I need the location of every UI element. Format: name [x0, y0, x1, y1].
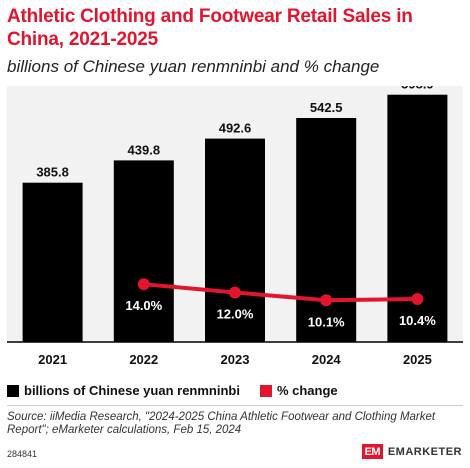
legend-item-bars: billions of Chinese yuan renmninbi: [7, 383, 240, 398]
bar-2022: [113, 160, 174, 342]
bar-2024: [296, 118, 357, 342]
pct-label-2022: 14.0%: [125, 298, 162, 313]
pct-label-2023: 12.0%: [217, 306, 254, 321]
legend-swatch-pct: [259, 384, 272, 397]
bar-value-label-2025: 598.9: [401, 86, 434, 92]
brand-name: EMARKETER: [387, 445, 462, 458]
chart-id: 284841: [7, 449, 38, 459]
bar-value-label-2021: 385.8: [36, 165, 69, 180]
bar-value-label-2024: 542.5: [310, 100, 343, 115]
chart-title: Athletic Clothing and Footwear Retail Sa…: [7, 6, 413, 50]
source-note: Source: iiMedia Research, "2024-2025 Chi…: [7, 411, 436, 436]
pct-point-2024: [320, 294, 333, 307]
pct-label-2025: 10.4%: [399, 313, 436, 328]
legend-label-pct: % change: [276, 383, 338, 398]
pct-label-2024: 10.1%: [308, 314, 345, 329]
legend: billions of Chinese yuan renmninbi % cha…: [7, 383, 358, 398]
brand-logo: EM EMARKETER: [361, 444, 462, 459]
x-tick-label-2022: 2022: [129, 352, 158, 367]
x-tick-label-2024: 2024: [312, 352, 342, 367]
legend-label-bars: billions of Chinese yuan renmninbi: [24, 383, 240, 398]
footer-divider: [7, 405, 463, 406]
pct-point-2022: [137, 278, 150, 291]
bar-value-label-2022: 439.8: [128, 142, 161, 157]
pct-change-line: [143, 282, 418, 303]
brand-mark-icon: EM: [361, 444, 383, 459]
legend-item-pct: % change: [259, 383, 338, 398]
chart: 385.8 439.8 492.6 542.5 598.9 2021 2022 2023 202…: [7, 86, 463, 367]
x-tick-label-2023: 2023: [221, 352, 250, 367]
x-tick-label-2025: 2025: [403, 352, 432, 367]
x-tick-label-2021: 2021: [38, 352, 67, 367]
bar-value-label-2023: 492.6: [219, 121, 252, 136]
pct-point-2025: [411, 293, 424, 306]
bar-2021: [22, 182, 83, 342]
pct-point-2023: [229, 286, 241, 299]
bar-2023: [205, 138, 265, 342]
chart-subtitle: billions of Chinese yuan renmninbi and %…: [7, 57, 380, 76]
legend-swatch-bars: [7, 384, 19, 397]
